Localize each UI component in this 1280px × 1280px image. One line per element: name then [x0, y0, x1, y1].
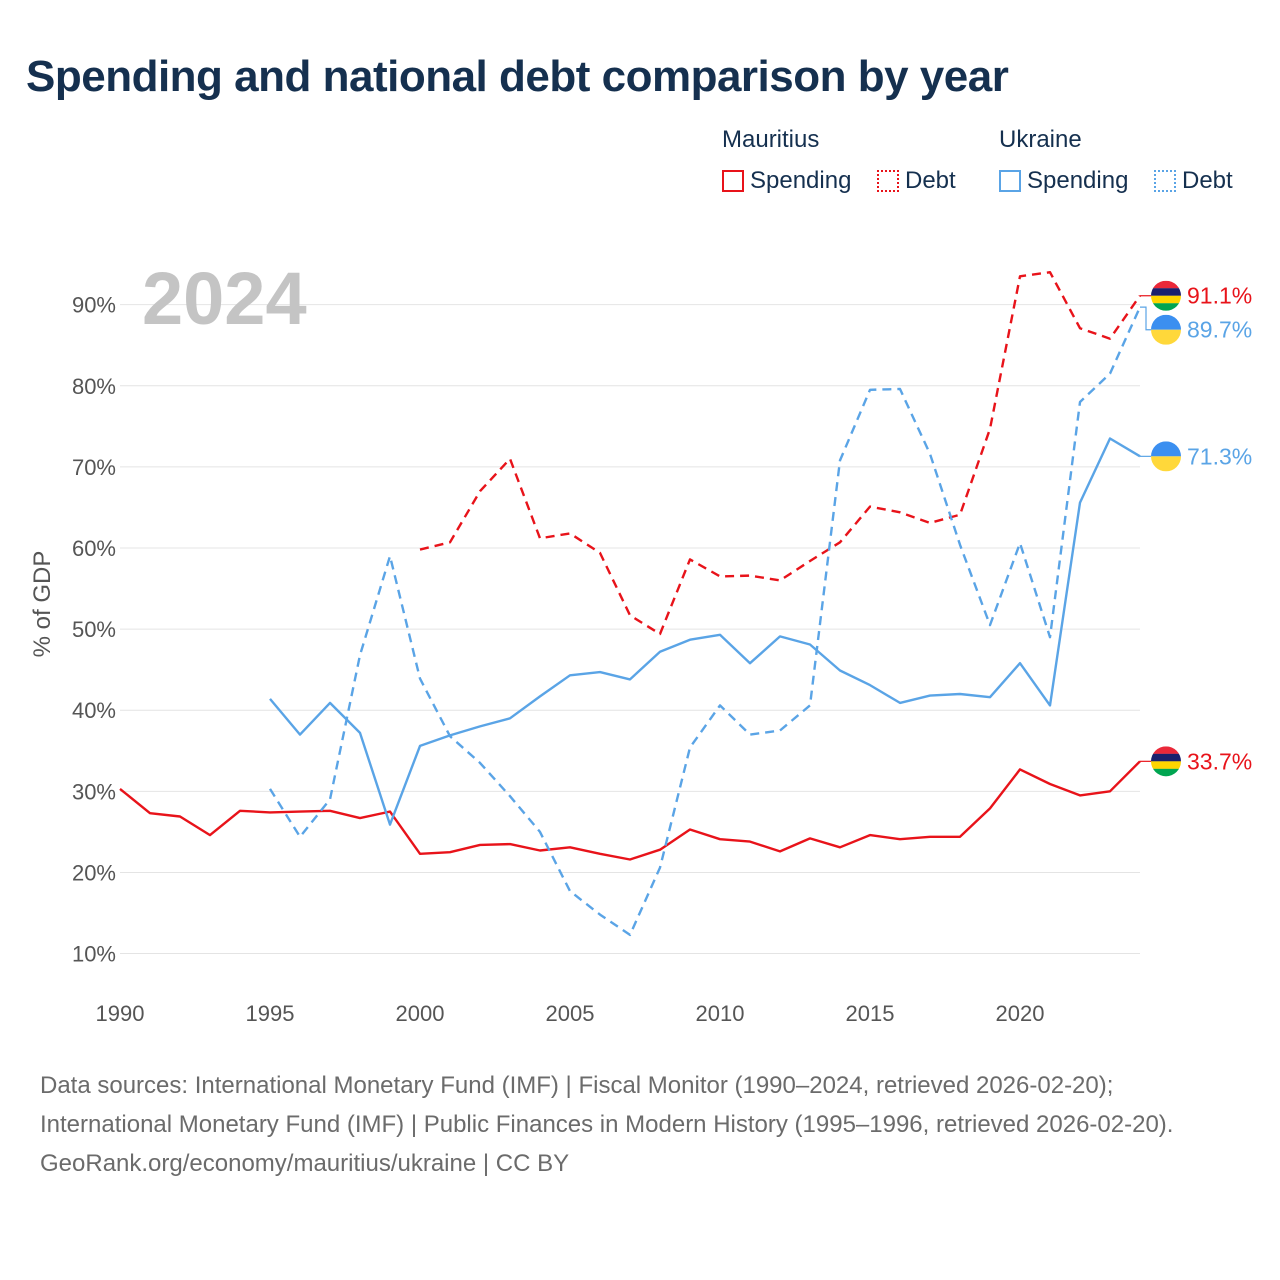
legend-group-mauritius: Mauritius — [722, 126, 820, 153]
end-marker-mauritius-debt: 91.1% — [1140, 280, 1252, 311]
x-tick-label: 2000 — [396, 1001, 445, 1026]
y-axis-label: % of GDP — [29, 551, 56, 658]
chart-title: Spending and national debt comparison by… — [26, 52, 1009, 101]
legend-swatch-solid-icon — [999, 170, 1021, 192]
y-tick-label: 40% — [72, 698, 116, 723]
legend-item-ukraine-debt[interactable]: Debt — [1154, 166, 1233, 196]
end-value-label: 33.7% — [1187, 748, 1252, 774]
series-line-ukraine-spending — [269, 437, 1141, 826]
end-markers: 91.1% 89.7% 71.3% 33.7% — [1140, 280, 1252, 777]
y-tick-label: 90% — [72, 293, 116, 318]
end-marker-ukraine-spending: 71.3% — [1140, 441, 1252, 472]
ukraine-flag-icon — [1151, 314, 1181, 345]
end-value-label: 71.3% — [1187, 443, 1252, 469]
mauritius-flag-icon — [1151, 280, 1181, 311]
y-tick-label: 80% — [72, 374, 116, 399]
legend-swatch-dotted-icon — [1154, 170, 1176, 192]
end-value-label: 91.1% — [1187, 283, 1252, 309]
legend-item-ukraine-spending[interactable]: Spending — [999, 166, 1128, 196]
end-connector — [1140, 306, 1151, 331]
series-line-mauritius-debt — [419, 271, 1141, 636]
series-lines — [119, 271, 1142, 937]
legend-item-mauritius-debt[interactable]: Debt — [877, 166, 956, 196]
data-sources: Data sources: International Monetary Fun… — [40, 1066, 1240, 1183]
legend-label: Spending — [750, 167, 852, 194]
end-marker-ukraine-debt: 89.7% — [1140, 306, 1252, 345]
x-tick-label: 2010 — [696, 1001, 745, 1026]
x-tick-label: 1990 — [96, 1001, 145, 1026]
mauritius-flag-icon — [1151, 746, 1181, 777]
line-chart: 10% 20% 30% 40% 50% 60% 70% 80% 90% 1990 1995 2000… — [29, 257, 1252, 1026]
gridlines — [120, 304, 1140, 955]
source-line: International Monetary Fund (IMF) | Publ… — [40, 1111, 1174, 1138]
y-tick-label: 30% — [72, 779, 116, 804]
y-tick-label: 20% — [72, 860, 116, 885]
y-tick-label: 50% — [72, 617, 116, 642]
legend-swatch-dotted-icon — [877, 170, 899, 192]
x-tick-label: 2015 — [846, 1001, 895, 1026]
y-tick-label: 10% — [72, 942, 116, 967]
legend-swatch-solid-icon — [722, 170, 744, 192]
x-axis-ticks: 1990 1995 2000 2005 2010 2015 2020 — [96, 1001, 1045, 1026]
y-tick-label: 70% — [72, 455, 116, 480]
source-line: Data sources: International Monetary Fun… — [40, 1072, 1114, 1099]
y-tick-label: 60% — [72, 536, 116, 561]
x-tick-label: 2020 — [996, 1001, 1045, 1026]
x-tick-label: 2005 — [546, 1001, 595, 1026]
source-attribution-link[interactable]: GeoRank.org/economy/mauritius/ukraine | … — [40, 1150, 570, 1177]
ukraine-flag-icon — [1151, 441, 1181, 472]
legend-label: Debt — [1182, 167, 1233, 194]
legend-group-ukraine: Ukraine — [999, 126, 1082, 153]
y-axis-ticks: 10% 20% 30% 40% 50% 60% 70% 80% 90% — [72, 293, 116, 967]
legend-label: Debt — [905, 167, 956, 194]
series-line-ukraine-debt — [268, 306, 1142, 937]
legend-label: Spending — [1027, 167, 1129, 194]
x-tick-label: 1995 — [246, 1001, 295, 1026]
year-watermark: 2024 — [142, 257, 307, 340]
series-line-mauritius-spending — [119, 760, 1141, 861]
legend-item-mauritius-spending[interactable]: Spending — [722, 166, 851, 196]
end-value-label: 89.7% — [1187, 317, 1252, 343]
end-marker-mauritius-spending: 33.7% — [1140, 746, 1252, 777]
